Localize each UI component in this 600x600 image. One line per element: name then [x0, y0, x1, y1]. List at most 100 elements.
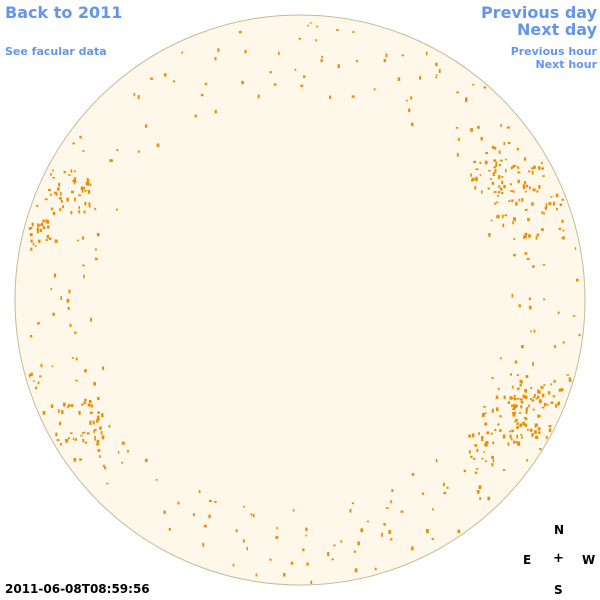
- facula-speck: [499, 357, 502, 360]
- facula-speck: [121, 441, 125, 445]
- facula-speck: [73, 458, 77, 462]
- facula-speck: [86, 181, 90, 186]
- facula-speck: [528, 404, 530, 408]
- facula-speck: [95, 248, 97, 251]
- facula-speck: [305, 534, 307, 537]
- facula-speck: [37, 223, 40, 228]
- facula-speck: [491, 463, 494, 467]
- facula-speck: [292, 509, 295, 512]
- facula-speck: [50, 288, 52, 291]
- facula-speck: [72, 437, 75, 441]
- facula-speck: [246, 546, 248, 551]
- facula-speck: [561, 237, 564, 239]
- facula-speck: [507, 401, 510, 404]
- facula-speck: [537, 390, 541, 394]
- facula-speck: [329, 95, 332, 99]
- facula-speck: [475, 168, 479, 170]
- facula-speck: [73, 180, 77, 183]
- facula-speck: [56, 439, 60, 442]
- facula-speck: [484, 441, 488, 445]
- facula-speck: [483, 86, 487, 89]
- facula-speck: [521, 198, 524, 202]
- facula-speck: [545, 435, 548, 439]
- facula-speck: [510, 166, 513, 170]
- facula-speck: [217, 48, 220, 53]
- facula-speck: [553, 380, 556, 383]
- facula-speck: [483, 444, 486, 446]
- facula-speck: [68, 174, 71, 176]
- facula-speck: [524, 423, 527, 427]
- facula-speck: [96, 232, 100, 237]
- facula-speck: [561, 198, 565, 201]
- facula-speck: [81, 403, 84, 406]
- facula-speck: [54, 239, 58, 243]
- facula-speck: [79, 458, 82, 461]
- facula-speck: [49, 237, 52, 241]
- previous-hour-link[interactable]: Previous hour: [510, 45, 597, 58]
- facula-speck: [57, 187, 60, 191]
- facula-speck: [214, 501, 217, 503]
- facula-speck: [517, 171, 521, 174]
- facula-speck: [411, 546, 414, 551]
- facula-speck: [67, 437, 70, 439]
- facula-speck: [278, 51, 280, 56]
- facula-speck: [55, 432, 58, 437]
- facula-speck: [532, 362, 534, 366]
- facula-speck: [538, 448, 542, 451]
- facula-speck: [521, 345, 524, 349]
- facula-speck: [527, 217, 530, 222]
- facula-speck: [94, 435, 96, 439]
- facula-speck: [556, 207, 558, 211]
- facula-speck: [156, 143, 160, 147]
- facula-speck: [82, 438, 85, 443]
- facula-speck: [488, 233, 491, 237]
- facula-speck: [204, 82, 208, 86]
- facula-speck: [515, 201, 518, 206]
- back-to-year-link[interactable]: Back to 2011: [5, 3, 123, 22]
- facula-speck: [60, 200, 63, 203]
- facula-speck: [321, 55, 324, 59]
- facula-speck: [541, 167, 544, 170]
- facula-speck: [397, 77, 401, 81]
- facula-speck: [58, 182, 61, 187]
- facula-speck: [59, 207, 62, 212]
- next-day-link[interactable]: Next day: [517, 20, 597, 39]
- facula-speck: [518, 198, 521, 202]
- facula-speck: [512, 164, 515, 169]
- facula-speck: [536, 233, 540, 237]
- facula-speck: [537, 431, 541, 434]
- facula-speck: [373, 88, 376, 91]
- facula-speck: [360, 528, 364, 533]
- facula-speck: [78, 194, 81, 197]
- facula-speck: [93, 430, 95, 433]
- facula-speck: [472, 177, 475, 181]
- facula-speck: [39, 224, 42, 226]
- facula-speck: [545, 203, 548, 207]
- facula-speck: [494, 169, 497, 173]
- facula-speck: [508, 200, 511, 202]
- facula-speck: [410, 96, 413, 100]
- compass-north-label: N: [554, 523, 565, 537]
- facula-speck: [558, 388, 561, 392]
- facula-speck: [568, 377, 571, 380]
- facula-speck: [455, 127, 459, 129]
- facula-speck: [89, 423, 92, 425]
- facula-speck: [528, 297, 531, 301]
- facula-speck: [137, 150, 140, 153]
- facula-speck: [486, 431, 490, 435]
- facula-speck: [513, 253, 516, 257]
- facula-speck: [484, 443, 488, 447]
- facula-speck: [535, 423, 538, 427]
- facula-speck: [252, 514, 255, 518]
- facula-speck: [538, 166, 541, 170]
- facula-speck: [71, 190, 74, 194]
- next-hour-link[interactable]: Next hour: [535, 58, 598, 71]
- facula-speck: [53, 273, 57, 278]
- facula-speck: [532, 408, 535, 411]
- facula-speck: [507, 142, 511, 144]
- facula-speck: [59, 197, 62, 200]
- previous-day-link[interactable]: Previous day: [480, 3, 597, 22]
- facula-speck: [121, 462, 124, 464]
- facula-speck: [385, 53, 388, 58]
- see-facular-data-link[interactable]: See facular data: [5, 45, 107, 58]
